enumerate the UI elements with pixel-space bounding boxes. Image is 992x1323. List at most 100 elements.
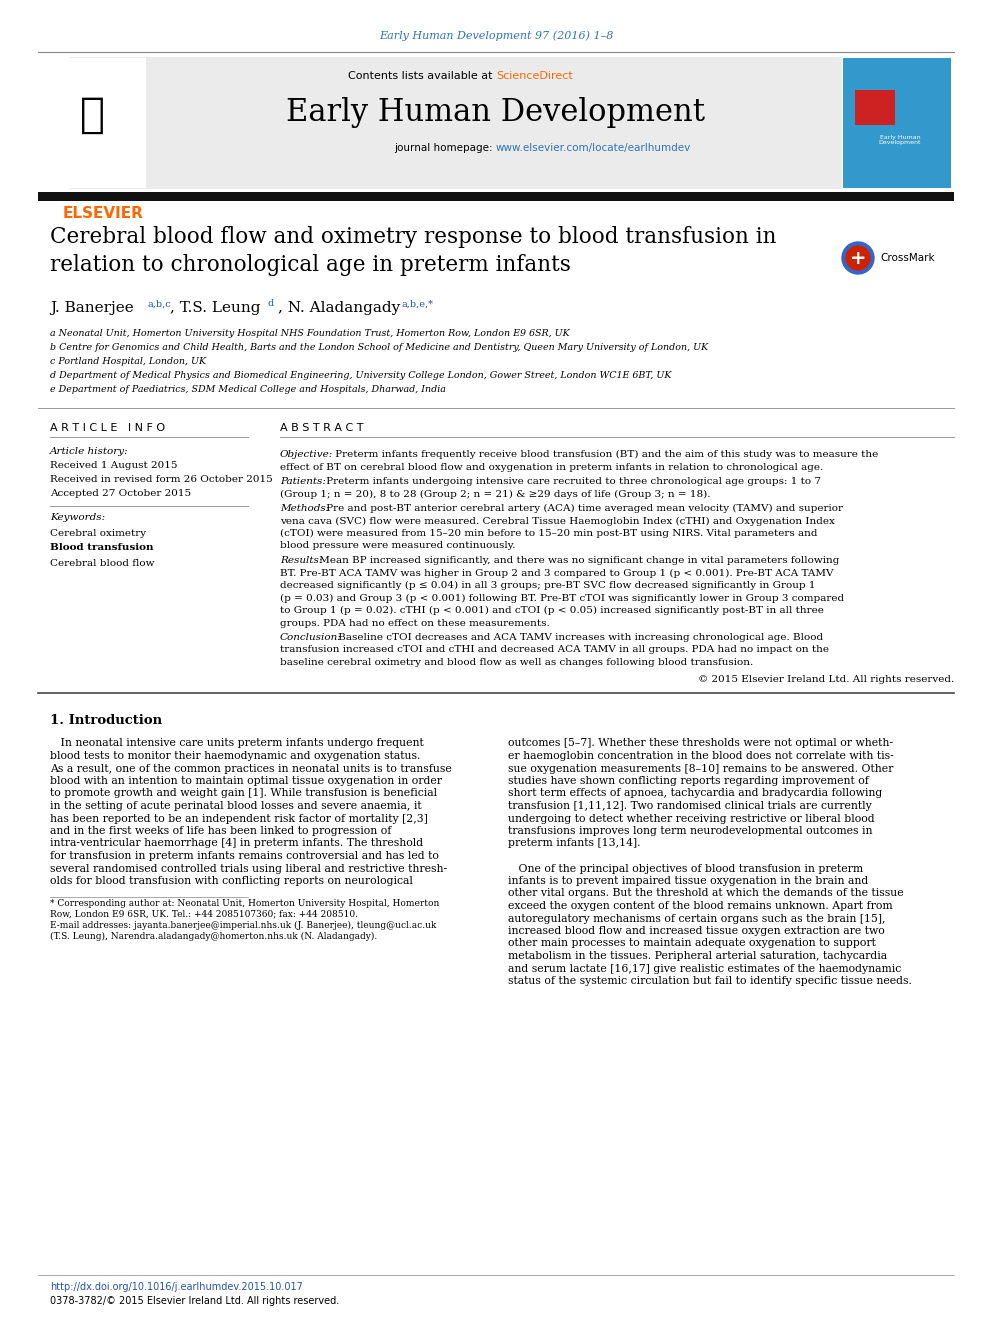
Text: ScienceDirect: ScienceDirect: [496, 71, 572, 81]
Text: +: +: [850, 249, 866, 267]
Text: in the setting of acute perinatal blood losses and severe anaemia, it: in the setting of acute perinatal blood …: [50, 800, 422, 811]
Text: blood pressure were measured continuously.: blood pressure were measured continuousl…: [280, 541, 516, 550]
Text: a,b,c: a,b,c: [148, 299, 172, 308]
Text: Received in revised form 26 October 2015: Received in revised form 26 October 2015: [50, 475, 273, 483]
Text: , N. Aladangady: , N. Aladangady: [278, 302, 405, 315]
Text: Cerebral oximetry: Cerebral oximetry: [50, 528, 146, 537]
Text: baseline cerebral oximetry and blood flow as well as changes following blood tra: baseline cerebral oximetry and blood flo…: [280, 658, 753, 667]
Text: http://dx.doi.org/10.1016/j.earlhumdev.2015.10.017: http://dx.doi.org/10.1016/j.earlhumdev.2…: [50, 1282, 303, 1293]
Text: other main processes to maintain adequate oxygenation to support: other main processes to maintain adequat…: [508, 938, 876, 949]
Text: , T.S. Leung: , T.S. Leung: [170, 302, 266, 315]
Text: Methods:: Methods:: [280, 504, 329, 513]
Text: and in the first weeks of life has been linked to progression of: and in the first weeks of life has been …: [50, 826, 392, 836]
Text: and serum lactate [16,17] give realistic estimates of the haemodynamic: and serum lactate [16,17] give realistic…: [508, 963, 902, 974]
Text: Article history:: Article history:: [50, 446, 129, 455]
Text: short term effects of apnoea, tachycardia and bradycardia following: short term effects of apnoea, tachycardi…: [508, 789, 882, 799]
Text: autoregulatory mechanisms of certain organs such as the brain [15],: autoregulatory mechanisms of certain org…: [508, 913, 886, 923]
Text: infants is to prevent impaired tissue oxygenation in the brain and: infants is to prevent impaired tissue ox…: [508, 876, 868, 886]
Text: Early Human Development: Early Human Development: [287, 98, 705, 128]
Text: transfusion increased cTOI and cTHI and decreased ACA TAMV in all groups. PDA ha: transfusion increased cTOI and cTHI and …: [280, 646, 829, 655]
Text: er haemoglobin concentration in the blood does not correlate with tis-: er haemoglobin concentration in the bloo…: [508, 751, 894, 761]
Text: d: d: [268, 299, 274, 308]
Text: olds for blood transfusion with conflicting reports on neurological: olds for blood transfusion with conflict…: [50, 876, 413, 886]
Text: transfusion [1,11,12]. Two randomised clinical trials are currently: transfusion [1,11,12]. Two randomised cl…: [508, 800, 872, 811]
Text: Patients:: Patients:: [280, 478, 326, 486]
Text: Results:: Results:: [280, 556, 322, 565]
Text: Preterm infants frequently receive blood transfusion (BT) and the aim of this st: Preterm infants frequently receive blood…: [332, 450, 878, 459]
Text: exceed the oxygen content of the blood remains unknown. Apart from: exceed the oxygen content of the blood r…: [508, 901, 893, 912]
Text: to promote growth and weight gain [1]. While transfusion is beneficial: to promote growth and weight gain [1]. W…: [50, 789, 437, 799]
Text: transfusions improves long term neurodevelopmental outcomes in: transfusions improves long term neurodev…: [508, 826, 873, 836]
Text: status of the systemic circulation but fail to identify specific tissue needs.: status of the systemic circulation but f…: [508, 976, 912, 986]
Text: Baseline cTOI decreases and ACA TAMV increases with increasing chronological age: Baseline cTOI decreases and ACA TAMV inc…: [335, 632, 823, 642]
Text: 0378-3782/© 2015 Elsevier Ireland Ltd. All rights reserved.: 0378-3782/© 2015 Elsevier Ireland Ltd. A…: [50, 1297, 339, 1306]
FancyBboxPatch shape: [843, 58, 951, 188]
Text: metabolism in the tissues. Peripheral arterial saturation, tachycardia: metabolism in the tissues. Peripheral ar…: [508, 951, 887, 960]
Text: Early Human Development 97 (2016) 1–8: Early Human Development 97 (2016) 1–8: [379, 30, 613, 41]
Text: to Group 1 (p = 0.02). cTHI (p < 0.001) and cTOI (p < 0.05) increased significan: to Group 1 (p = 0.02). cTHI (p < 0.001) …: [280, 606, 824, 615]
Text: blood tests to monitor their haemodynamic and oxygenation status.: blood tests to monitor their haemodynami…: [50, 751, 421, 761]
Text: Accepted 27 October 2015: Accepted 27 October 2015: [50, 488, 191, 497]
Text: A B S T R A C T: A B S T R A C T: [280, 423, 363, 433]
Text: preterm infants [13,14].: preterm infants [13,14].: [508, 839, 641, 848]
FancyBboxPatch shape: [38, 192, 954, 201]
Text: (p = 0.03) and Group 3 (p < 0.001) following BT. Pre-BT cTOI was significantly l: (p = 0.03) and Group 3 (p < 0.001) follo…: [280, 594, 844, 602]
Text: increased blood flow and increased tissue oxygen extraction are two: increased blood flow and increased tissu…: [508, 926, 885, 935]
Text: (Group 1; n = 20), 8 to 28 (Group 2; n = 21) & ≥29 days of life (Group 3; n = 18: (Group 1; n = 20), 8 to 28 (Group 2; n =…: [280, 490, 710, 499]
Text: Early Human
Development: Early Human Development: [879, 135, 922, 146]
Text: outcomes [5–7]. Whether these thresholds were not optimal or wheth-: outcomes [5–7]. Whether these thresholds…: [508, 738, 893, 749]
Circle shape: [846, 246, 870, 270]
Text: Conclusion:: Conclusion:: [280, 632, 342, 642]
Text: E-mail addresses: jayanta.banerjee@imperial.nhs.uk (J. Banerjee), tleung@ucl.ac.: E-mail addresses: jayanta.banerjee@imper…: [50, 921, 436, 930]
Text: www.elsevier.com/locate/earlhumdev: www.elsevier.com/locate/earlhumdev: [496, 143, 691, 153]
Text: intra-ventricular haemorrhage [4] in preterm infants. The threshold: intra-ventricular haemorrhage [4] in pre…: [50, 839, 424, 848]
Text: vena cava (SVC) flow were measured. Cerebral Tissue Haemoglobin Index (cTHI) and: vena cava (SVC) flow were measured. Cere…: [280, 516, 835, 525]
Text: CrossMark: CrossMark: [880, 253, 934, 263]
Text: for transfusion in preterm infants remains controversial and has led to: for transfusion in preterm infants remai…: [50, 851, 438, 861]
Text: Keywords:: Keywords:: [50, 513, 105, 523]
Text: blood with an intention to maintain optimal tissue oxygenation in order: blood with an intention to maintain opti…: [50, 777, 442, 786]
Text: (cTOI) were measured from 15–20 min before to 15–20 min post-BT using NIRS. Vita: (cTOI) were measured from 15–20 min befo…: [280, 529, 817, 538]
Circle shape: [842, 242, 874, 274]
Text: BT. Pre-BT ACA TAMV was higher in Group 2 and 3 compared to Group 1 (p < 0.001).: BT. Pre-BT ACA TAMV was higher in Group …: [280, 569, 833, 578]
FancyBboxPatch shape: [38, 58, 146, 188]
Text: has been reported to be an independent risk factor of mortality [2,3]: has been reported to be an independent r…: [50, 814, 428, 823]
Text: studies have shown conflicting reports regarding improvement of: studies have shown conflicting reports r…: [508, 777, 869, 786]
Text: c Portland Hospital, London, UK: c Portland Hospital, London, UK: [50, 357, 206, 366]
Text: © 2015 Elsevier Ireland Ltd. All rights reserved.: © 2015 Elsevier Ireland Ltd. All rights …: [697, 675, 954, 684]
Text: Mean BP increased significantly, and there was no significant change in vital pa: Mean BP increased significantly, and the…: [316, 556, 839, 565]
Text: Cerebral blood flow and oximetry response to blood transfusion in: Cerebral blood flow and oximetry respons…: [50, 226, 777, 247]
Text: A R T I C L E   I N F O: A R T I C L E I N F O: [50, 423, 165, 433]
Text: d Department of Medical Physics and Biomedical Engineering, University College L: d Department of Medical Physics and Biom…: [50, 372, 672, 381]
Text: a Neonatal Unit, Homerton University Hospital NHS Foundation Trust, Homerton Row: a Neonatal Unit, Homerton University Hos…: [50, 329, 569, 339]
Text: In neonatal intensive care units preterm infants undergo frequent: In neonatal intensive care units preterm…: [50, 738, 424, 749]
Text: Row, London E9 6SR, UK. Tel.: +44 2085107360; fax: +44 208510.: Row, London E9 6SR, UK. Tel.: +44 208510…: [50, 909, 358, 918]
Text: journal homepage:: journal homepage:: [394, 143, 496, 153]
Text: other vital organs. But the threshold at which the demands of the tissue: other vital organs. But the threshold at…: [508, 889, 904, 898]
Text: relation to chronological age in preterm infants: relation to chronological age in preterm…: [50, 254, 570, 277]
Text: Received 1 August 2015: Received 1 August 2015: [50, 460, 178, 470]
Text: J. Banerjee: J. Banerjee: [50, 302, 139, 315]
Text: Contents lists available at: Contents lists available at: [348, 71, 496, 81]
Text: Objective:: Objective:: [280, 450, 333, 459]
FancyBboxPatch shape: [70, 57, 842, 189]
Text: Preterm infants undergoing intensive care recruited to three chronological age g: Preterm infants undergoing intensive car…: [323, 478, 821, 486]
Text: effect of BT on cerebral blood flow and oxygenation in preterm infants in relati: effect of BT on cerebral blood flow and …: [280, 463, 823, 471]
Text: Cerebral blood flow: Cerebral blood flow: [50, 558, 155, 568]
Text: * Corresponding author at: Neonatal Unit, Homerton University Hospital, Homerton: * Corresponding author at: Neonatal Unit…: [50, 898, 439, 908]
Text: As a result, one of the common practices in neonatal units is to transfuse: As a result, one of the common practices…: [50, 763, 451, 774]
Text: One of the principal objectives of blood transfusion in preterm: One of the principal objectives of blood…: [508, 864, 863, 873]
Text: undergoing to detect whether receiving restrictive or liberal blood: undergoing to detect whether receiving r…: [508, 814, 875, 823]
Text: several randomised controlled trials using liberal and restrictive thresh-: several randomised controlled trials usi…: [50, 864, 447, 873]
Text: e Department of Paediatrics, SDM Medical College and Hospitals, Dharwad, India: e Department of Paediatrics, SDM Medical…: [50, 385, 445, 394]
Text: (T.S. Leung), Narendra.aladangady@homerton.nhs.uk (N. Aladangady).: (T.S. Leung), Narendra.aladangady@homert…: [50, 931, 377, 941]
Text: ELSEVIER: ELSEVIER: [62, 205, 144, 221]
Text: groups. PDA had no effect on these measurements.: groups. PDA had no effect on these measu…: [280, 618, 550, 627]
FancyBboxPatch shape: [855, 90, 895, 124]
Text: b Centre for Genomics and Child Health, Barts and the London School of Medicine : b Centre for Genomics and Child Health, …: [50, 344, 708, 352]
Text: Blood transfusion: Blood transfusion: [50, 544, 154, 553]
Text: 🌳: 🌳: [79, 94, 104, 136]
Text: sue oxygenation measurements [8–10] remains to be answered. Other: sue oxygenation measurements [8–10] rema…: [508, 763, 894, 774]
Text: decreased significantly (p ≤ 0.04) in all 3 groups; pre-BT SVC flow decreased si: decreased significantly (p ≤ 0.04) in al…: [280, 581, 815, 590]
Text: a,b,e,*: a,b,e,*: [402, 299, 434, 308]
